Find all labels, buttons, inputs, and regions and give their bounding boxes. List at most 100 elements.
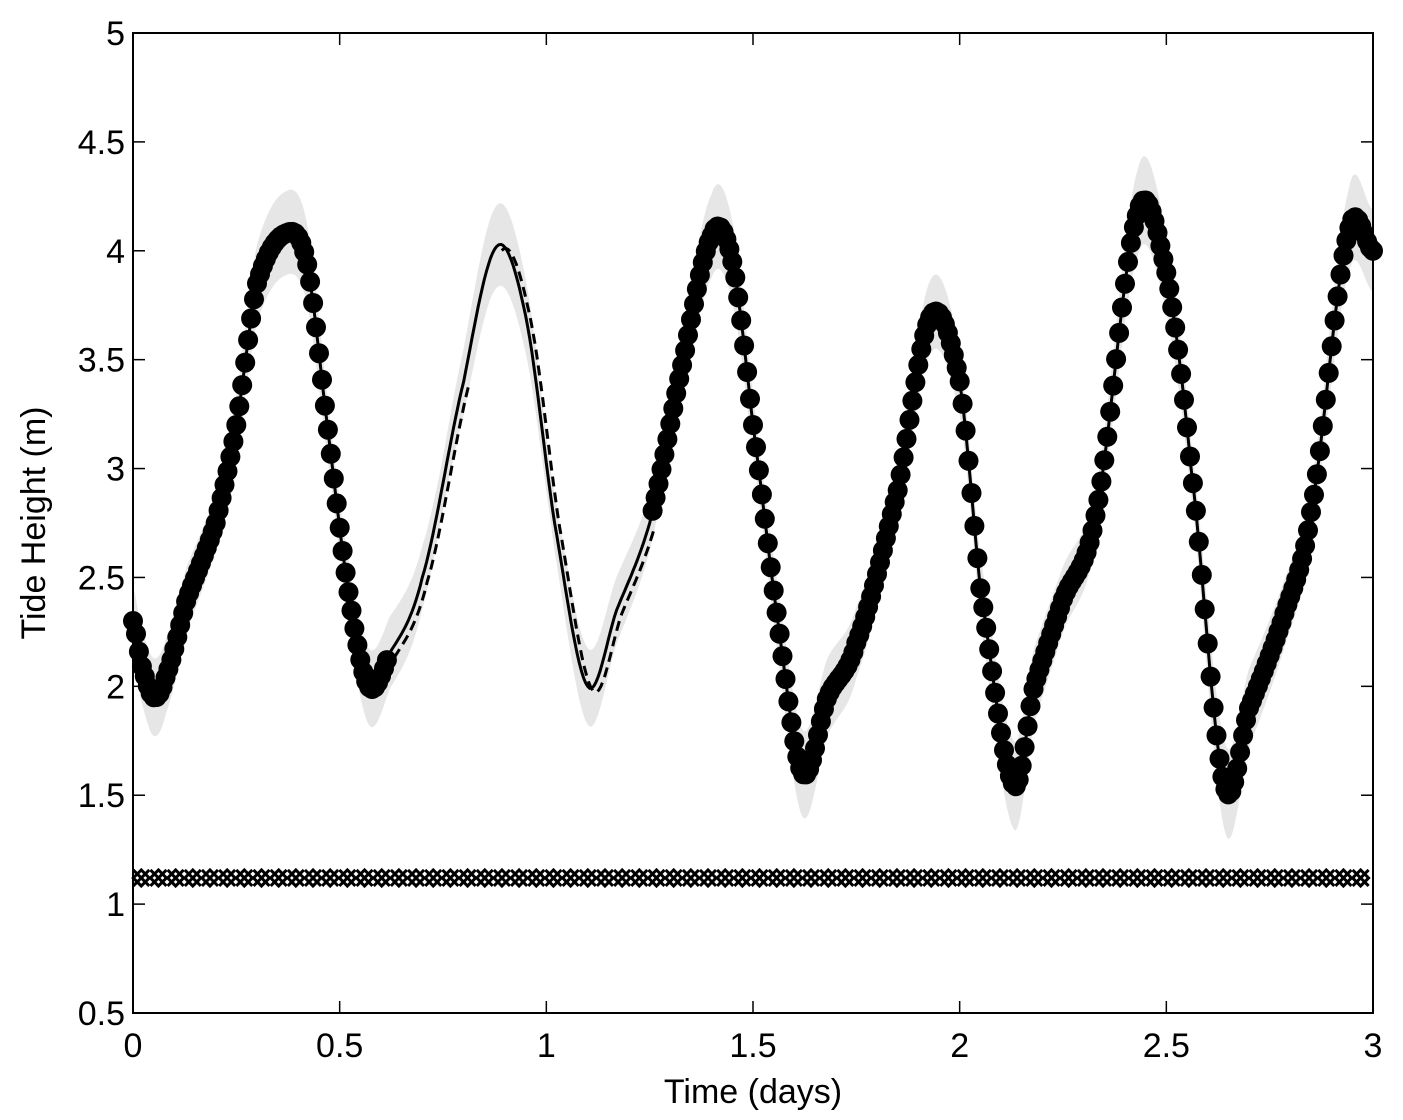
observation-point	[1301, 502, 1321, 523]
observation-point	[317, 419, 338, 440]
threshold-marker	[732, 867, 753, 889]
threshold-marker	[1024, 867, 1045, 889]
observation-point	[678, 325, 698, 346]
threshold-marker	[869, 867, 890, 889]
observation-point	[893, 447, 914, 468]
observation-point	[766, 602, 787, 623]
observation-point	[1330, 264, 1351, 285]
observation-point	[300, 271, 321, 292]
observation-point	[660, 413, 681, 434]
threshold-marker	[1264, 867, 1285, 889]
observation-point	[235, 352, 256, 373]
observation-point	[657, 429, 678, 450]
x-axis-title: Time (days)	[664, 1073, 842, 1111]
observation-point	[1312, 416, 1333, 436]
threshold-marker	[1195, 867, 1217, 889]
observation-point	[1097, 426, 1118, 447]
x-tick-label: 0.5	[316, 1027, 363, 1065]
observation-point	[1333, 245, 1354, 266]
observation-point	[338, 582, 359, 603]
y-axis-title: Tide Height (m)	[15, 406, 53, 639]
observation-point	[772, 646, 793, 667]
threshold-marker	[1298, 867, 1320, 889]
threshold-marker	[646, 867, 667, 889]
x-tick-label: 1	[537, 1027, 556, 1065]
observation-point	[737, 362, 758, 382]
observation-point	[341, 600, 362, 621]
observation-point	[763, 580, 784, 601]
observation-point	[1309, 441, 1330, 462]
observation-point	[347, 634, 368, 655]
observation-point	[748, 460, 769, 481]
observation-point	[1109, 322, 1130, 343]
observation-point	[961, 483, 982, 503]
observation-point	[223, 431, 244, 452]
threshold-marker	[1058, 867, 1079, 889]
observation-point	[784, 731, 805, 752]
x-tick-labels: 0 0.5 1 1.5 2 2.5 3	[124, 1027, 1383, 1065]
observation-point	[778, 691, 799, 712]
threshold-marker	[629, 867, 650, 889]
y-tick-label: 3.5	[78, 342, 125, 380]
threshold-marker	[1092, 867, 1114, 889]
threshold-marker	[989, 867, 1011, 889]
observation-point	[1011, 755, 1032, 776]
observation-point	[314, 395, 335, 416]
observation-point	[734, 335, 755, 356]
threshold-marker	[783, 867, 804, 889]
observation-point	[1091, 471, 1112, 492]
observation-point	[654, 444, 675, 465]
threshold-marker	[131, 867, 152, 889]
observation-point	[775, 669, 796, 689]
observation-point	[1315, 389, 1336, 410]
threshold-marker	[337, 867, 358, 889]
threshold-marker	[594, 867, 616, 889]
observation-point	[312, 369, 332, 390]
observation-point	[754, 508, 775, 529]
observation-point	[1188, 531, 1209, 552]
observation-point	[306, 317, 326, 338]
observation-point	[1106, 349, 1127, 370]
threshold-marker	[371, 867, 392, 889]
observation-point	[1168, 339, 1189, 360]
observation-point	[1094, 450, 1115, 471]
threshold-marker	[697, 867, 719, 889]
observation-point	[781, 712, 802, 733]
threshold-marker	[835, 867, 856, 889]
observation-point	[1182, 473, 1203, 494]
observation-point	[344, 618, 365, 639]
observation-point	[1020, 696, 1041, 717]
threshold-marker	[886, 867, 908, 889]
observation-point	[323, 468, 344, 489]
observation-point	[1318, 362, 1339, 383]
observation-point	[681, 309, 701, 330]
observation-point	[958, 450, 979, 471]
observation-point	[1180, 446, 1200, 467]
y-tick-label: 5	[106, 15, 125, 53]
threshold-marker	[1247, 867, 1268, 889]
observation-point	[955, 420, 976, 441]
y-tick-label: 4	[106, 233, 125, 271]
observation-point	[303, 293, 324, 313]
observation-point	[1177, 417, 1197, 438]
observation-point	[973, 597, 994, 618]
y-tick-label: 1.5	[78, 777, 125, 815]
observation-point	[899, 409, 920, 430]
observation-point	[985, 682, 1006, 703]
threshold-marker	[182, 867, 203, 889]
observation-point	[1327, 286, 1348, 307]
observation-point	[1200, 666, 1221, 687]
threshold-marker	[1350, 867, 1371, 889]
observation-point	[238, 330, 259, 350]
observation-point	[376, 650, 397, 671]
observation-point	[1112, 297, 1132, 318]
observation-point	[1082, 520, 1103, 541]
observation-point	[1156, 262, 1177, 283]
observation-point	[329, 517, 350, 538]
observation-point	[1227, 758, 1248, 779]
threshold-marker	[818, 867, 839, 889]
threshold-marker	[1281, 867, 1303, 889]
observation-point	[1324, 310, 1345, 331]
threshold-marker	[972, 867, 993, 889]
observation-point	[1171, 363, 1192, 384]
